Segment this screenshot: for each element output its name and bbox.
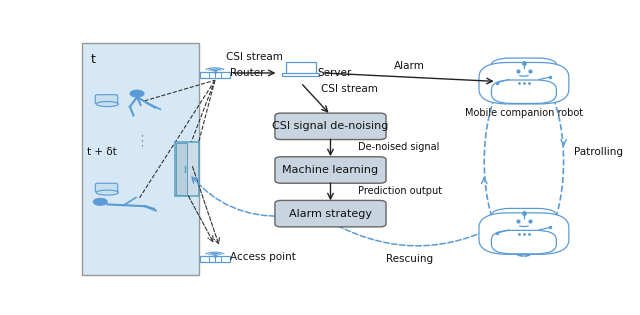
Text: Mobile companion robot: Mobile companion robot bbox=[465, 108, 583, 118]
Text: CSI stream: CSI stream bbox=[321, 84, 378, 94]
FancyBboxPatch shape bbox=[490, 209, 557, 237]
Text: Access point: Access point bbox=[230, 252, 296, 262]
Ellipse shape bbox=[96, 101, 118, 106]
FancyBboxPatch shape bbox=[282, 73, 319, 76]
Circle shape bbox=[131, 90, 144, 97]
Text: t: t bbox=[91, 53, 96, 66]
FancyBboxPatch shape bbox=[275, 157, 386, 183]
Text: CSI stream: CSI stream bbox=[226, 52, 283, 62]
Ellipse shape bbox=[511, 238, 536, 243]
Circle shape bbox=[93, 198, 107, 205]
Text: Machine learning: Machine learning bbox=[282, 165, 378, 175]
Text: CSI signal de-noising: CSI signal de-noising bbox=[272, 121, 388, 131]
FancyBboxPatch shape bbox=[479, 62, 569, 104]
FancyBboxPatch shape bbox=[95, 183, 118, 192]
FancyBboxPatch shape bbox=[479, 213, 569, 254]
FancyBboxPatch shape bbox=[275, 113, 386, 140]
FancyBboxPatch shape bbox=[83, 43, 199, 276]
Ellipse shape bbox=[96, 190, 118, 195]
Text: Router: Router bbox=[230, 68, 264, 78]
FancyBboxPatch shape bbox=[285, 62, 316, 75]
Text: Rescuing: Rescuing bbox=[387, 254, 433, 264]
Text: Alarm: Alarm bbox=[394, 61, 425, 71]
Text: Alarm strategy: Alarm strategy bbox=[289, 209, 372, 219]
FancyBboxPatch shape bbox=[200, 256, 230, 262]
FancyBboxPatch shape bbox=[176, 143, 187, 195]
FancyBboxPatch shape bbox=[490, 58, 557, 87]
Ellipse shape bbox=[511, 88, 536, 92]
Text: De-noised signal: De-noised signal bbox=[358, 142, 439, 152]
FancyBboxPatch shape bbox=[492, 80, 556, 103]
Text: t + δt: t + δt bbox=[88, 147, 117, 158]
FancyBboxPatch shape bbox=[200, 72, 230, 78]
FancyBboxPatch shape bbox=[95, 95, 118, 104]
FancyBboxPatch shape bbox=[492, 230, 556, 254]
Text: Prediction output: Prediction output bbox=[358, 186, 442, 196]
Text: Patrolling: Patrolling bbox=[573, 147, 623, 157]
Text: Server: Server bbox=[317, 68, 351, 78]
FancyBboxPatch shape bbox=[275, 200, 386, 227]
FancyBboxPatch shape bbox=[175, 142, 198, 196]
